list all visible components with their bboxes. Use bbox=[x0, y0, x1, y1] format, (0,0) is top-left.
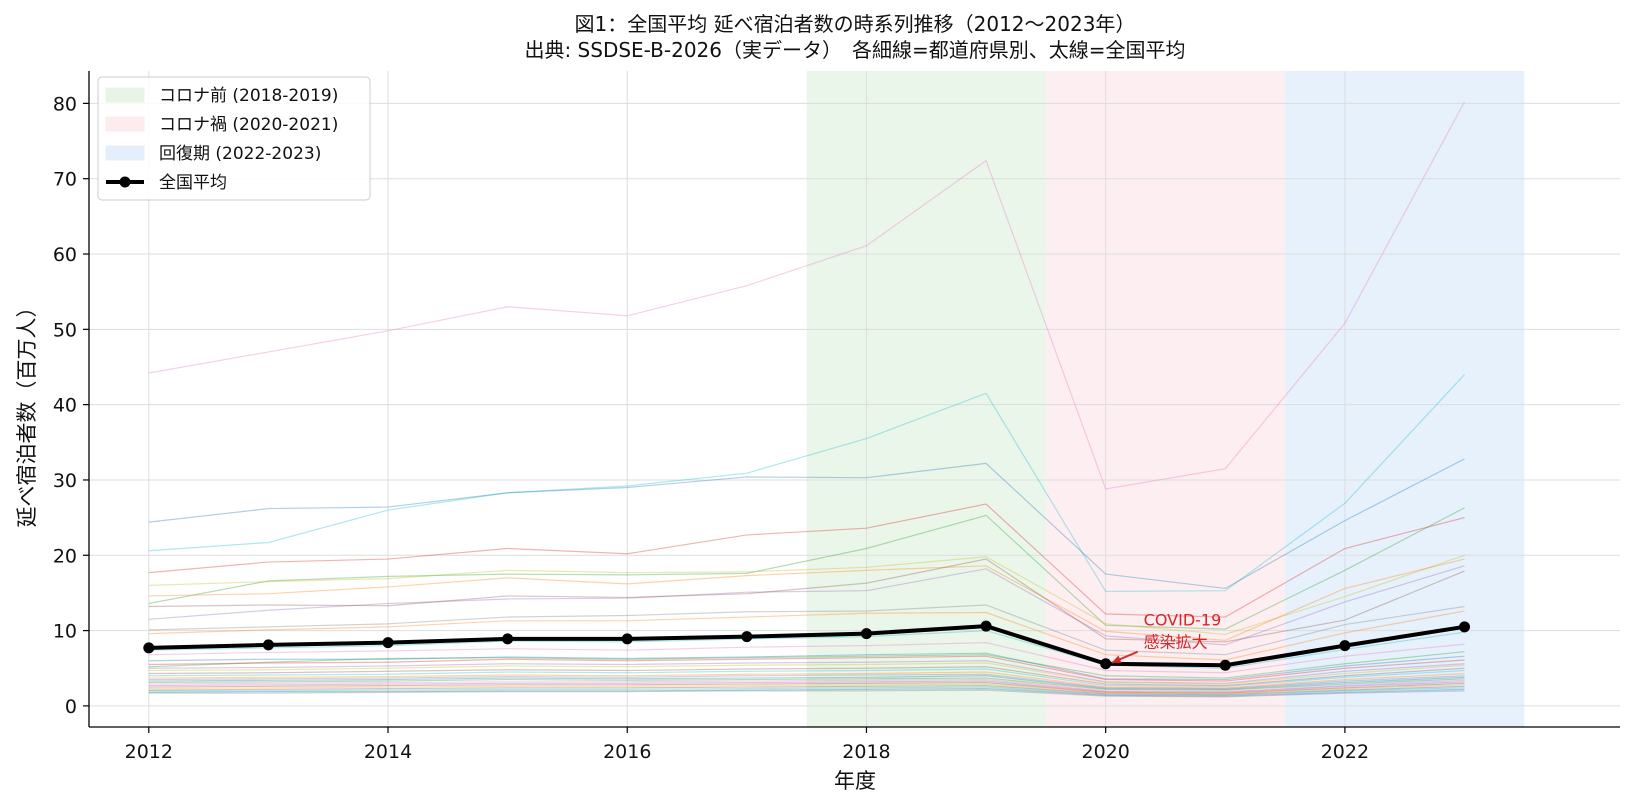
legend-swatch-covid bbox=[105, 116, 145, 132]
y-tick-label: 20 bbox=[53, 545, 77, 567]
prefecture-line bbox=[148, 558, 1465, 641]
annotation-line1: COVID-19 bbox=[1144, 611, 1222, 630]
x-tick-label: 2016 bbox=[603, 741, 651, 763]
national-average-point bbox=[741, 631, 753, 643]
prefecture-line bbox=[148, 675, 1465, 690]
national-average-point bbox=[143, 642, 155, 654]
prefecture-lines bbox=[148, 101, 1466, 698]
y-tick-label: 30 bbox=[53, 470, 77, 492]
national-average-point bbox=[1459, 621, 1471, 633]
legend-frame bbox=[97, 76, 371, 201]
prefecture-line bbox=[148, 458, 1465, 590]
prefecture-line bbox=[148, 678, 1465, 693]
prefecture-line bbox=[148, 507, 1465, 630]
prefecture-line bbox=[148, 503, 1465, 618]
x-ticks: 2012 2014 2016 2018 2020 2022 bbox=[125, 727, 1369, 763]
national-average-point bbox=[1339, 640, 1351, 652]
axes bbox=[88, 71, 1620, 728]
national-average-point bbox=[262, 639, 274, 651]
period-bands bbox=[806, 71, 1525, 727]
prefecture-line bbox=[148, 604, 1465, 656]
prefecture-line bbox=[148, 680, 1465, 693]
national-average-point bbox=[382, 637, 394, 649]
prefecture-line bbox=[148, 681, 1465, 694]
prefecture-line bbox=[148, 689, 1465, 698]
prefecture-line bbox=[148, 686, 1465, 696]
prefecture-line bbox=[148, 629, 1465, 669]
prefecture-line bbox=[148, 642, 1465, 674]
y-tick-label: 10 bbox=[53, 621, 77, 643]
period-band-0 bbox=[806, 71, 1046, 727]
prefecture-line bbox=[148, 554, 1465, 635]
national-average-point bbox=[1100, 658, 1112, 670]
annotation: COVID-19 感染拡大 bbox=[1111, 611, 1222, 664]
legend-swatch-recovery bbox=[105, 145, 145, 161]
prefecture-line bbox=[148, 666, 1465, 687]
prefecture-line bbox=[148, 668, 1465, 687]
grid bbox=[89, 71, 1620, 727]
prefecture-line bbox=[148, 687, 1465, 697]
national-average-point bbox=[502, 633, 514, 645]
prefecture-line bbox=[148, 558, 1465, 643]
y-tick-label: 70 bbox=[53, 169, 77, 191]
national-average-line-path bbox=[148, 624, 1465, 668]
legend-label-national-average: 全国平均 bbox=[159, 173, 227, 193]
prefecture-line bbox=[148, 101, 1466, 490]
prefecture-line bbox=[148, 565, 1465, 646]
annotation-line2: 感染拡大 bbox=[1144, 633, 1208, 652]
legend-swatch-pre-covid bbox=[105, 87, 145, 103]
chart-subtitle: 出典: SSDSE-B-2026（実データ） 各細線=都道府県別、太線=全国平均 bbox=[524, 38, 1185, 62]
prefecture-line bbox=[148, 651, 1465, 679]
prefecture-line bbox=[148, 374, 1465, 593]
national-average-point bbox=[1219, 659, 1231, 671]
annotation-arrow-head bbox=[1111, 655, 1122, 663]
legend-label-recovery: 回復期 (2022-2023) bbox=[159, 144, 321, 164]
legend-label-covid: コロナ禍 (2020-2021) bbox=[159, 115, 338, 135]
x-tick-label: 2022 bbox=[1321, 741, 1369, 763]
y-axis-label: 延べ宿泊者数（百万人） bbox=[15, 297, 39, 528]
y-tick-label: 40 bbox=[53, 395, 77, 417]
legend: コロナ前 (2018-2019) コロナ禍 (2020-2021) 回復期 (2… bbox=[97, 76, 371, 201]
x-axis-label: 年度 bbox=[834, 769, 876, 793]
period-band-2 bbox=[1285, 71, 1525, 727]
y-ticks: 0 10 20 30 40 50 60 70 80 bbox=[53, 93, 89, 718]
x-tick-label: 2018 bbox=[842, 741, 890, 763]
national-average-point bbox=[860, 628, 872, 640]
legend-label-pre-covid: コロナ前 (2018-2019) bbox=[159, 86, 338, 106]
x-tick-label: 2014 bbox=[364, 741, 412, 763]
prefecture-line bbox=[148, 671, 1465, 689]
legend-marker-national-average bbox=[119, 176, 131, 188]
national-average-point bbox=[980, 620, 992, 632]
x-tick-label: 2012 bbox=[125, 741, 173, 763]
x-tick-label: 2020 bbox=[1082, 741, 1130, 763]
period-band-1 bbox=[1045, 71, 1286, 727]
prefecture-line bbox=[148, 662, 1465, 685]
y-tick-label: 0 bbox=[65, 696, 77, 718]
prefecture-line bbox=[148, 610, 1465, 661]
chart-title: 図1：全国平均 延べ宿泊者数の時系列推移（2012〜2023年） bbox=[575, 12, 1136, 36]
prefecture-line bbox=[148, 683, 1465, 695]
national-average-point bbox=[621, 633, 633, 645]
national-average-line bbox=[143, 620, 1471, 671]
prefecture-line bbox=[148, 677, 1465, 691]
prefecture-line bbox=[148, 673, 1465, 690]
prefecture-line bbox=[148, 684, 1465, 696]
y-tick-label: 80 bbox=[53, 93, 77, 115]
y-tick-label: 60 bbox=[53, 244, 77, 266]
prefecture-line bbox=[148, 660, 1465, 684]
prefecture-line bbox=[148, 652, 1465, 681]
prefecture-line bbox=[148, 655, 1465, 682]
y-tick-label: 50 bbox=[53, 319, 77, 341]
